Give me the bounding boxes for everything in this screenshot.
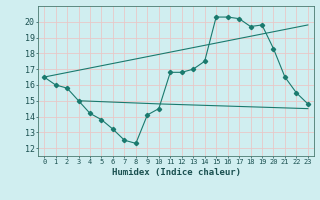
X-axis label: Humidex (Indice chaleur): Humidex (Indice chaleur) <box>111 168 241 177</box>
